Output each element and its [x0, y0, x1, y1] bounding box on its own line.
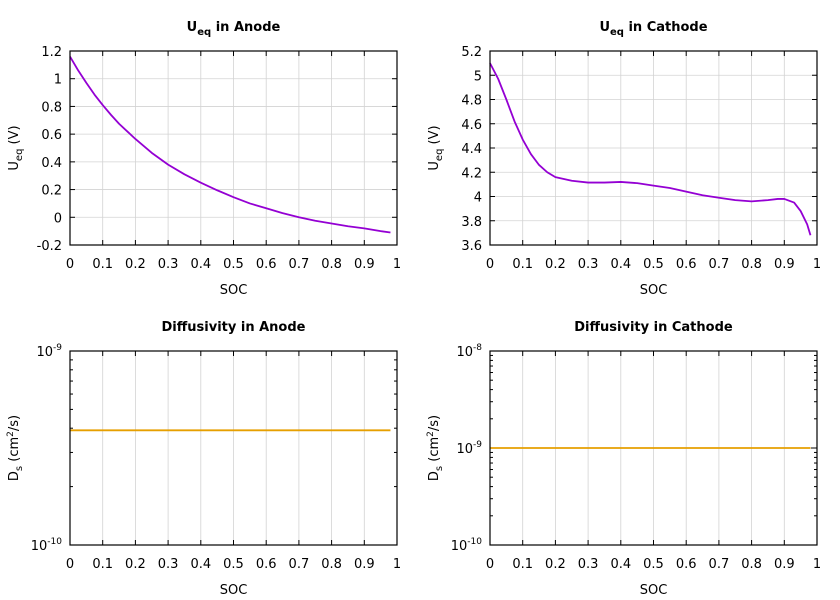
- y-tick-label: 10-10: [31, 537, 63, 554]
- plot-frame: [69, 50, 398, 246]
- x-tick-label: 0.2: [545, 257, 566, 272]
- x-tick-label: 0.4: [610, 557, 631, 572]
- y-tick-label: 10-8: [456, 343, 482, 360]
- x-tick-label: 0.1: [92, 557, 113, 572]
- y-tick-label: 10-9: [36, 343, 62, 360]
- x-tick-label: 0.8: [321, 257, 342, 272]
- x-axis-label: SOC: [640, 283, 668, 298]
- x-tick-label: 0.6: [676, 557, 697, 572]
- x-tick-label: 0.5: [643, 257, 664, 272]
- x-tick-label: 0.4: [190, 557, 211, 572]
- x-tick-label: 0.1: [512, 257, 533, 272]
- x-tick-label: 0.8: [741, 257, 762, 272]
- x-axis-label: SOC: [220, 283, 248, 298]
- y-tick-label: 4.6: [461, 118, 482, 133]
- y-tick-label: 3.8: [461, 215, 482, 230]
- x-tick-label: 0.6: [256, 557, 277, 572]
- y-axis-label: Ueq (V): [7, 125, 25, 170]
- chart-title: Ueq in Anode: [187, 20, 281, 38]
- y-tick-label: 0.8: [41, 100, 62, 115]
- chart-panel-2: 0 0.1 0.2 0.3 0.4 0.5 0.6 0.7 0.8 0.9 1 10-10 10-9 Di…: [6, 320, 401, 598]
- x-tick-label: 0.4: [610, 257, 631, 272]
- x-tick-label: 0: [66, 557, 74, 572]
- y-tick-label: 0.2: [41, 184, 62, 199]
- y-tick-label: -0.2: [37, 239, 62, 254]
- x-tick-label: 0: [486, 557, 494, 572]
- x-tick-label: 0.9: [354, 557, 375, 572]
- x-tick-label: 0: [66, 257, 74, 272]
- x-tick-label: 0.3: [578, 257, 599, 272]
- x-tick-label: 0.3: [578, 557, 599, 572]
- x-tick-label: 0.5: [643, 557, 664, 572]
- x-tick-label: 0.2: [125, 257, 146, 272]
- series-line: [489, 62, 812, 236]
- x-tick-label: 0.7: [289, 257, 310, 272]
- x-tick-label: 0.7: [709, 257, 730, 272]
- x-tick-label: 0.1: [512, 557, 533, 572]
- x-tick-label: 0.3: [158, 257, 179, 272]
- series-line: [69, 56, 391, 234]
- y-axis-label: Ds (cm2/s): [426, 415, 445, 481]
- chart-panel-0: 0 0.1 0.2 0.3 0.4 0.5 0.6 0.7 0.8 0.9 1 -0.2 0 0.2 0.4…: [7, 20, 401, 298]
- plot-frame: [489, 350, 818, 546]
- x-tick-label: 0.5: [223, 257, 244, 272]
- x-tick-label: 0.9: [774, 557, 795, 572]
- x-tick-label: 0.7: [709, 557, 730, 572]
- x-tick-label: 0.8: [321, 557, 342, 572]
- plot-frame: [489, 50, 818, 246]
- y-tick-label: 0: [54, 211, 62, 226]
- chart-title: Diffusivity in Cathode: [574, 320, 733, 335]
- x-tick-label: 0.4: [190, 257, 211, 272]
- x-tick-label: 0.8: [741, 557, 762, 572]
- x-tick-label: 1: [393, 257, 401, 272]
- x-tick-label: 0.3: [158, 557, 179, 572]
- x-tick-label: 0.6: [256, 257, 277, 272]
- x-tick-label: 0.6: [676, 257, 697, 272]
- chart-title: Diffusivity in Anode: [162, 320, 306, 335]
- x-tick-label: 1: [813, 557, 821, 572]
- y-tick-label: 1: [54, 73, 62, 88]
- y-tick-label: 0.6: [41, 128, 62, 143]
- x-tick-label: 1: [393, 557, 401, 572]
- y-tick-label: 1.2: [41, 45, 62, 60]
- x-axis-label: SOC: [640, 583, 668, 598]
- x-tick-label: 0.7: [289, 557, 310, 572]
- y-axis-label: Ds (cm2/s): [6, 415, 25, 481]
- y-tick-label: 4.8: [461, 94, 482, 109]
- chart-panel-3: 0 0.1 0.2 0.3 0.4 0.5 0.6 0.7 0.8 0.9 1 10-10 10-9 10…: [426, 320, 821, 598]
- plot-frame: [69, 350, 398, 546]
- x-tick-label: 0.2: [545, 557, 566, 572]
- chart-title: Ueq in Cathode: [599, 20, 707, 38]
- y-tick-label: 5.2: [461, 45, 482, 60]
- y-axis-label: Ueq (V): [427, 125, 445, 170]
- x-tick-label: 0.1: [92, 257, 113, 272]
- x-tick-label: 0.9: [354, 257, 375, 272]
- chart-panel-1: 0 0.1 0.2 0.3 0.4 0.5 0.6 0.7 0.8 0.9 1 3.6 3.8 4 4.2 4…: [427, 20, 821, 298]
- x-tick-label: 0.9: [774, 257, 795, 272]
- y-tick-label: 3.6: [461, 239, 482, 254]
- y-tick-label: 0.4: [41, 156, 62, 171]
- y-tick-label: 4: [474, 191, 482, 206]
- x-tick-label: 0.5: [223, 557, 244, 572]
- y-tick-label: 10-9: [456, 440, 482, 457]
- y-tick-label: 4.2: [461, 166, 482, 181]
- x-tick-label: 0: [486, 257, 494, 272]
- x-axis-label: SOC: [220, 583, 248, 598]
- x-tick-label: 1: [813, 257, 821, 272]
- y-tick-label: 4.4: [461, 142, 482, 157]
- y-tick-label: 10-10: [451, 537, 483, 554]
- y-tick-label: 5: [474, 69, 482, 84]
- x-tick-label: 0.2: [125, 557, 146, 572]
